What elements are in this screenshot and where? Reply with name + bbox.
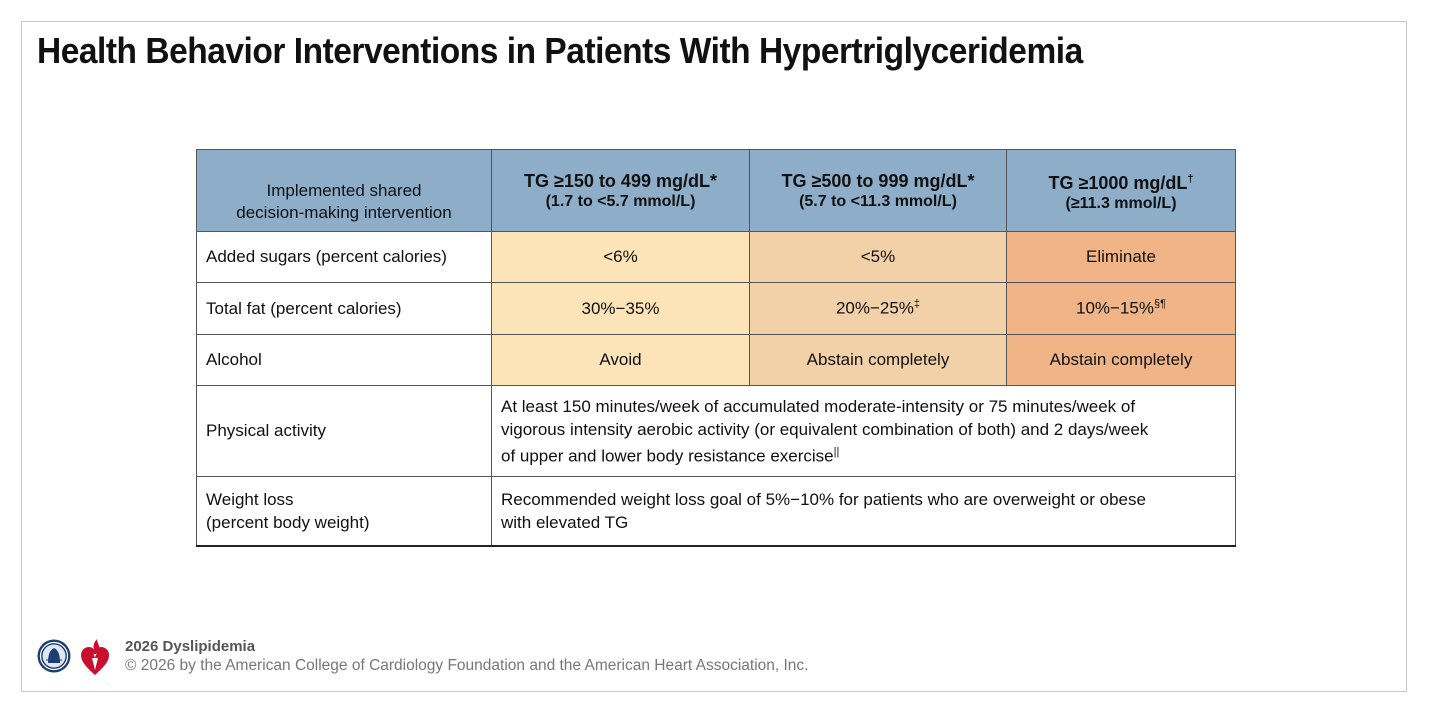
acc-seal-icon xyxy=(37,639,71,673)
header-col3-main: TG ≥1000 mg/dL xyxy=(1048,172,1188,193)
header-col1-main: TG ≥150 to 499 mg/dL* xyxy=(524,170,717,191)
row-label: Added sugars (percent calories) xyxy=(196,231,492,283)
physical-activity-text: At least 150 minutes/week of accumulated… xyxy=(491,385,1236,477)
footer-copyright: © 2026 by the American College of Cardio… xyxy=(125,657,809,674)
header-intervention-line2: decision-making intervention xyxy=(236,202,452,222)
footer: 2026 Dyslipidemia © 2026 by the American… xyxy=(125,638,808,676)
weight-loss-text: Recommended weight loss goal of 5%−10% f… xyxy=(491,476,1236,547)
aha-heart-torch-icon xyxy=(81,639,109,675)
text-line: At least 150 minutes/week of accumulated… xyxy=(501,396,1136,416)
cell-tier2: 20%−25%‡ xyxy=(749,282,1007,335)
text-line: vigorous intensity aerobic activity (or … xyxy=(501,419,1149,439)
header-tg-1000: TG ≥1000 mg/dL† (≥11.3 mmol/L) xyxy=(1006,149,1236,232)
cell-tier1: Avoid xyxy=(491,334,750,386)
row-label: Weight loss (percent body weight) xyxy=(196,476,492,547)
cell-tier1: <6% xyxy=(491,231,750,283)
header-intervention: Implemented shared decision-making inter… xyxy=(196,149,492,232)
footer-guideline: 2026 Dyslipidemia xyxy=(125,638,256,655)
header-col3-sub: (≥11.3 mmol/L) xyxy=(1065,194,1177,212)
header-col2-main: TG ≥500 to 999 mg/dL* xyxy=(781,170,975,191)
footnote-mark-section-pilcrow: §¶ xyxy=(1153,298,1166,311)
table-row-added-sugars: Added sugars (percent calories) <6% <5% … xyxy=(196,231,1236,283)
cell-tier2: <5% xyxy=(749,231,1007,283)
text-line: Recommended weight loss goal of 5%−10% f… xyxy=(501,489,1146,509)
row-label: Physical activity xyxy=(196,385,492,477)
footnote-mark-double-dagger: ‡ xyxy=(913,298,921,311)
cell-tier1: 30%−35% xyxy=(491,282,750,335)
header-col1-sub: (1.7 to <5.7 mmol/L) xyxy=(545,192,696,210)
header-tg-500-999: TG ≥500 to 999 mg/dL* (5.7 to <11.3 mmol… xyxy=(749,149,1007,232)
cell-tier3: Eliminate xyxy=(1006,231,1236,283)
page-title: Health Behavior Interventions in Patient… xyxy=(37,30,1083,71)
header-col3-main-line: TG ≥1000 mg/dL† xyxy=(1016,168,1226,194)
header-col2-sub: (5.7 to <11.3 mmol/L) xyxy=(799,192,957,210)
table-row-physical-activity: Physical activity At least 150 minutes/w… xyxy=(196,385,1236,477)
cell-tier2-value: 20%−25% xyxy=(835,298,914,318)
cell-tier3-value: 10%−15% xyxy=(1075,298,1154,318)
row-label: Alcohol xyxy=(196,334,492,386)
table-row-alcohol: Alcohol Avoid Abstain completely Abstain… xyxy=(196,334,1236,386)
interventions-table: Implemented shared decision-making inter… xyxy=(196,149,1236,547)
row-label-line1: Weight loss xyxy=(206,489,294,509)
header-tg-150-499: TG ≥150 to 499 mg/dL* (1.7 to <5.7 mmol/… xyxy=(491,149,750,232)
footer-logos xyxy=(37,636,117,681)
table-header-row: Implemented shared decision-making inter… xyxy=(196,149,1236,232)
cell-tier2: Abstain completely xyxy=(749,334,1007,386)
table-row-weight-loss: Weight loss (percent body weight) Recomm… xyxy=(196,476,1236,547)
logos-graphic xyxy=(37,639,109,675)
cell-tier3: 10%−15%§¶ xyxy=(1006,282,1236,335)
text-line: of upper and lower body resistance exerc… xyxy=(501,446,834,466)
footnote-mark-dagger: † xyxy=(1187,172,1194,185)
header-intervention-line1: Implemented shared xyxy=(266,180,422,200)
text-line: with elevated TG xyxy=(501,512,629,532)
cell-tier3: Abstain completely xyxy=(1006,334,1236,386)
table-row-total-fat: Total fat (percent calories) 30%−35% 20%… xyxy=(196,282,1236,335)
row-label: Total fat (percent calories) xyxy=(196,282,492,335)
row-label-line2: (percent body weight) xyxy=(206,512,370,532)
footnote-mark-parallel: || xyxy=(833,445,840,458)
text-line-last: of upper and lower body resistance exerc… xyxy=(501,441,1226,468)
